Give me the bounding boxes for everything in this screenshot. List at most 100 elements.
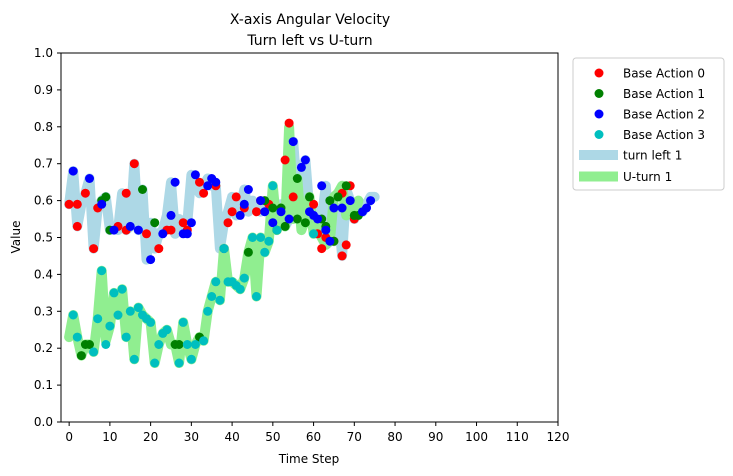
data-point-action2-13 bbox=[190, 170, 200, 180]
data-point-action3-3 bbox=[93, 314, 103, 324]
data-point-action0-4 bbox=[89, 244, 99, 254]
data-point-action3-4 bbox=[97, 266, 107, 276]
data-point-action1-11 bbox=[243, 247, 253, 257]
x-tick-label: 50 bbox=[265, 430, 280, 444]
data-point-action3-30 bbox=[215, 295, 225, 305]
y-tick-label: 0.2 bbox=[34, 341, 53, 355]
data-point-action2-18 bbox=[235, 210, 245, 220]
x-tick-label: 80 bbox=[387, 430, 402, 444]
data-point-action3-21 bbox=[174, 358, 184, 368]
data-point-action3-41 bbox=[264, 236, 274, 246]
data-point-action3-12 bbox=[129, 354, 139, 364]
data-point-action2-39 bbox=[362, 203, 371, 213]
data-point-action0-28 bbox=[288, 192, 298, 202]
data-point-action2-7 bbox=[158, 229, 168, 239]
data-point-action3-31 bbox=[219, 244, 229, 254]
y-tick-label: 0.5 bbox=[34, 231, 53, 245]
data-point-action0-35 bbox=[337, 251, 347, 261]
data-point-action1-16 bbox=[280, 221, 290, 231]
data-point-action0-20 bbox=[227, 207, 237, 217]
data-point-action1-13 bbox=[268, 203, 278, 213]
data-point-action1-6 bbox=[138, 185, 147, 194]
data-point-action3-10 bbox=[121, 332, 131, 342]
data-point-action2-19 bbox=[239, 199, 249, 209]
legend-label-action-0: Base Action 0 bbox=[623, 67, 705, 81]
data-point-action3-37 bbox=[248, 233, 257, 242]
data-point-action2-40 bbox=[366, 196, 376, 206]
x-tick-label: 100 bbox=[465, 430, 488, 444]
x-tick-label: 20 bbox=[143, 430, 158, 444]
data-point-action3-27 bbox=[203, 306, 213, 316]
data-point-action0-16 bbox=[195, 177, 204, 187]
data-point-action2-20 bbox=[243, 185, 253, 194]
data-point-action3-2 bbox=[89, 347, 99, 357]
data-point-action2-35 bbox=[329, 203, 339, 213]
data-point-action2-4 bbox=[125, 221, 135, 231]
data-point-action3-16 bbox=[146, 317, 156, 327]
data-point-action2-12 bbox=[186, 218, 196, 228]
data-point-action3-9 bbox=[117, 284, 127, 294]
legend-marker-action-0 bbox=[594, 68, 604, 78]
data-point-action1-4 bbox=[101, 192, 111, 202]
y-tick-label: 0.0 bbox=[34, 415, 53, 429]
data-point-action0-14 bbox=[178, 218, 188, 228]
data-point-action3-8 bbox=[113, 310, 123, 320]
data-point-action3-18 bbox=[154, 340, 164, 349]
data-point-action0-26 bbox=[280, 155, 290, 165]
data-point-action3-23 bbox=[182, 340, 192, 349]
plot-frame bbox=[60, 52, 559, 423]
y-tick-label: 1.0 bbox=[34, 46, 53, 60]
data-point-action2-0 bbox=[68, 166, 78, 176]
chart-subtitle: Turn left vs U-turn bbox=[246, 33, 372, 49]
legend-marker-action-3 bbox=[594, 130, 604, 139]
legend-label-action-2: Base Action 2 bbox=[623, 108, 705, 122]
data-point-action3-6 bbox=[105, 321, 115, 331]
x-axis-label: Time Step bbox=[278, 452, 340, 466]
y-tick-label: 0.8 bbox=[34, 120, 53, 134]
data-point-action3-5 bbox=[101, 340, 111, 349]
x-tick-label: 120 bbox=[547, 430, 570, 444]
legend: Base Action 0 Base Action 1 Base Action 2 B… bbox=[572, 57, 725, 191]
data-point-action3-35 bbox=[235, 284, 245, 294]
data-point-action2-37 bbox=[345, 196, 355, 206]
data-point-action3-25 bbox=[190, 340, 200, 349]
data-point-action2-24 bbox=[276, 207, 286, 217]
data-point-action3-13 bbox=[133, 303, 143, 313]
data-point-action1-19 bbox=[300, 218, 310, 228]
data-point-action0-31 bbox=[317, 244, 327, 254]
data-point-action3-20 bbox=[162, 325, 172, 335]
data-point-action0-13 bbox=[166, 225, 176, 235]
legend-label-action-1: Base Action 1 bbox=[623, 87, 705, 101]
data-point-action3-7 bbox=[109, 288, 119, 298]
data-point-action3-26 bbox=[199, 336, 209, 346]
data-point-action0-17 bbox=[199, 188, 209, 198]
chart-title: X-axis Angular Velocity bbox=[230, 12, 390, 28]
data-point-action2-11 bbox=[182, 229, 192, 239]
legend-marker-action-1 bbox=[594, 89, 604, 98]
data-point-action3-38 bbox=[252, 292, 261, 301]
data-point-action1-18 bbox=[292, 214, 302, 224]
data-point-action2-3 bbox=[109, 225, 119, 235]
data-point-action2-25 bbox=[284, 214, 294, 224]
data-point-action3-29 bbox=[211, 277, 221, 287]
legend-label-line-2: U-turn 1 bbox=[623, 170, 672, 184]
data-point-action2-23 bbox=[268, 218, 278, 228]
data-point-action2-31 bbox=[313, 214, 323, 224]
data-point-action3-43 bbox=[272, 225, 282, 235]
data-point-action0-1 bbox=[72, 199, 82, 209]
data-point-action1-23 bbox=[325, 196, 335, 206]
data-point-action2-22 bbox=[260, 207, 270, 217]
data-point-action0-0 bbox=[64, 199, 74, 209]
x-tick-label: 60 bbox=[306, 430, 321, 444]
data-point-action0-10 bbox=[142, 229, 151, 239]
x-tick-label: 30 bbox=[184, 430, 199, 444]
data-point-action0-2 bbox=[72, 221, 82, 231]
data-point-action2-5 bbox=[133, 225, 143, 235]
y-axis-label: Value bbox=[9, 221, 23, 254]
data-point-action3-17 bbox=[150, 358, 160, 368]
x-tick-label: 70 bbox=[347, 430, 362, 444]
data-point-action1-20 bbox=[305, 192, 314, 202]
data-point-action2-8 bbox=[166, 210, 176, 220]
data-point-action3-1 bbox=[72, 332, 82, 342]
